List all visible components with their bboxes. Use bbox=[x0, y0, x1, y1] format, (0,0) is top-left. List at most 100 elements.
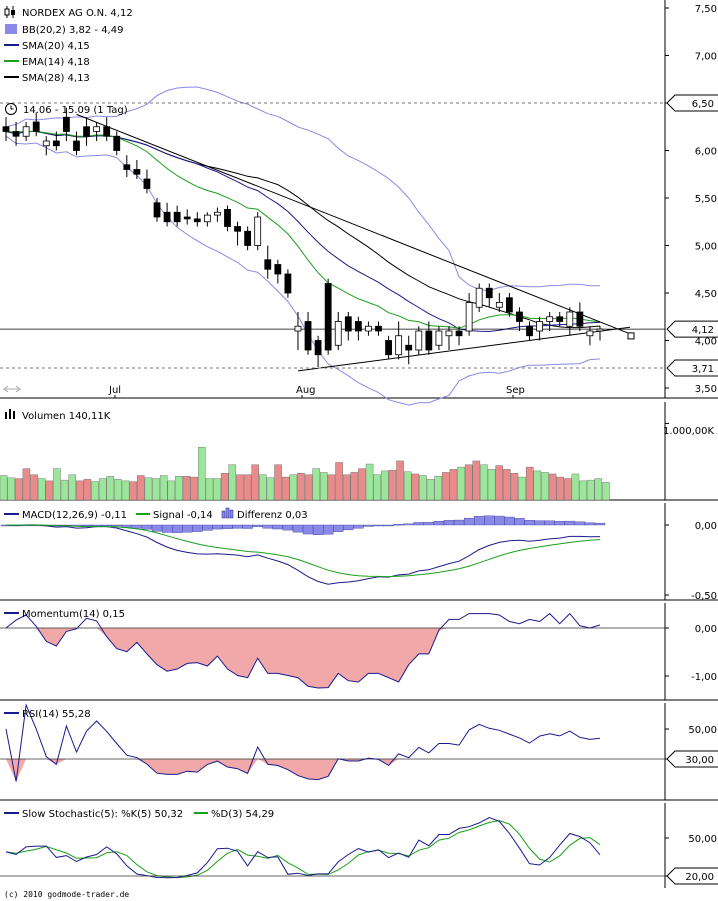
volume-bar bbox=[495, 465, 503, 501]
volume-bar bbox=[472, 460, 481, 501]
stoch-k-series-line bbox=[5, 816, 601, 879]
macd-histogram-bar bbox=[383, 524, 394, 527]
candle-body bbox=[22, 126, 30, 137]
price-level-0-marker-box bbox=[666, 94, 718, 112]
volume-bar bbox=[121, 480, 130, 501]
candle-body bbox=[516, 311, 523, 322]
candle-body bbox=[304, 321, 312, 351]
price-level-1-marker-label: 4,12 bbox=[692, 325, 714, 336]
volume-icon bbox=[5, 409, 15, 419]
candle-body bbox=[203, 214, 211, 223]
month-label-jul: Jul bbox=[108, 385, 121, 396]
volume-bar bbox=[571, 473, 580, 501]
candle-body bbox=[83, 126, 90, 137]
volume-panel bbox=[0, 402, 718, 501]
candle-body bbox=[234, 226, 241, 232]
candle bbox=[264, 245, 272, 279]
macd-histogram-bar bbox=[544, 520, 555, 526]
macd-histogram-bar bbox=[534, 520, 545, 526]
price-level-1-marker-box bbox=[666, 320, 718, 338]
candle-body bbox=[12, 131, 20, 137]
projected-candle bbox=[627, 332, 635, 340]
macd-histogram-bar bbox=[463, 517, 475, 526]
volume-bar bbox=[487, 469, 496, 501]
candle-body bbox=[2, 126, 10, 132]
histogram-icon bbox=[221, 507, 234, 519]
volume-bar bbox=[76, 480, 84, 501]
candle bbox=[294, 312, 302, 350]
candle-body bbox=[375, 325, 382, 332]
macd-diff-label: Differenz 0,03 bbox=[237, 510, 308, 521]
volume-bar bbox=[15, 478, 23, 501]
candle-body bbox=[103, 126, 111, 137]
bb-swatch bbox=[5, 24, 17, 34]
candle bbox=[344, 312, 352, 341]
volume-bar bbox=[159, 475, 168, 501]
candle-body bbox=[42, 140, 50, 147]
candle-icon bbox=[4, 6, 15, 18]
macd-histogram-bar bbox=[343, 524, 354, 531]
volume-bar bbox=[182, 476, 191, 501]
volume-bar bbox=[403, 471, 412, 501]
macd-histogram-bar bbox=[141, 524, 153, 530]
price-tick-label: 7,50 bbox=[695, 4, 717, 15]
candle bbox=[475, 283, 483, 312]
volume-bar bbox=[274, 464, 282, 501]
volume-bar bbox=[373, 474, 381, 501]
candle-body bbox=[143, 178, 151, 189]
macd-histogram-bar bbox=[453, 519, 465, 526]
candle-body bbox=[324, 283, 332, 351]
macd-histogram-bar bbox=[292, 524, 304, 533]
macd-histogram-bar bbox=[232, 524, 243, 529]
macd-title: MACD(12,26,9) -0,11 bbox=[22, 510, 127, 521]
candle bbox=[375, 321, 382, 336]
candle-body bbox=[294, 325, 302, 332]
volume-bar bbox=[289, 474, 298, 501]
candle-body bbox=[425, 330, 433, 351]
macd-histogram-bar bbox=[393, 523, 404, 526]
candle-body bbox=[133, 169, 141, 175]
volume-bar bbox=[320, 472, 328, 501]
rsi-oversold-area bbox=[6, 759, 600, 782]
volume-bar bbox=[358, 468, 366, 501]
scroll-arrows-icon[interactable] bbox=[3, 385, 21, 393]
candle bbox=[143, 169, 151, 194]
candle-body bbox=[153, 202, 161, 218]
bollinger-upper-line bbox=[5, 86, 601, 292]
macd-histogram-bar bbox=[413, 522, 424, 526]
volume-bar bbox=[259, 474, 267, 501]
candle-body bbox=[445, 330, 453, 337]
candle-body bbox=[284, 273, 292, 294]
candle bbox=[485, 283, 493, 308]
volume-bar bbox=[457, 466, 465, 501]
rsi-level-marker-box bbox=[666, 750, 718, 768]
candle bbox=[405, 335, 413, 365]
volume-bar bbox=[98, 478, 107, 501]
volume-bar bbox=[53, 468, 61, 501]
macd-histogram-bar bbox=[172, 524, 183, 533]
macd-histogram-bar bbox=[484, 515, 495, 526]
volume-bar bbox=[45, 480, 54, 501]
volume-bar bbox=[525, 466, 534, 501]
price-level-2-marker-box bbox=[666, 359, 718, 377]
candle-body bbox=[214, 211, 221, 216]
candle-body bbox=[244, 230, 252, 246]
candle bbox=[435, 326, 443, 350]
candle-body bbox=[52, 140, 60, 147]
macd-histogram-bar bbox=[353, 524, 364, 529]
candle-body bbox=[32, 121, 40, 132]
candle bbox=[505, 293, 513, 317]
upper-trend-line bbox=[76, 113, 631, 335]
candle bbox=[163, 202, 171, 227]
stoch-title: Slow Stochastic(5): %K(5) 50,32 bbox=[22, 809, 183, 820]
volume-bar bbox=[602, 482, 610, 501]
candle bbox=[546, 312, 554, 331]
candle bbox=[83, 117, 90, 146]
macd-histogram-bar bbox=[252, 524, 263, 527]
candle bbox=[566, 307, 574, 336]
price-legend: NORDEX AG O.N. 4,12 BB(20,2) 3,82 - 4,49… bbox=[4, 6, 133, 116]
price-tick-label: 5,00 bbox=[695, 242, 717, 253]
macd-histogram-bar bbox=[514, 518, 525, 526]
macd-histogram-bar bbox=[262, 524, 273, 529]
